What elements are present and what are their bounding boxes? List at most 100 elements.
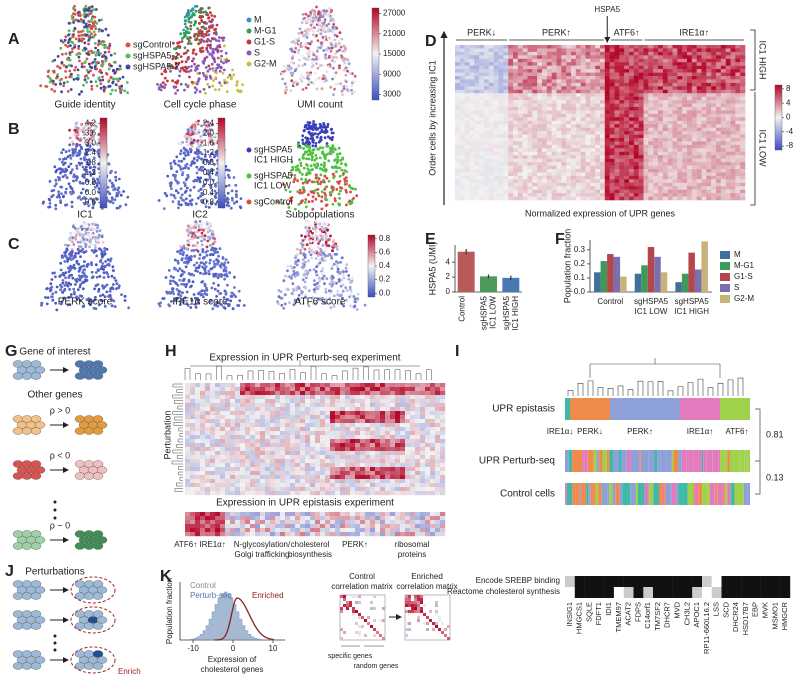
cell-dot <box>183 22 187 26</box>
cell-dot <box>314 197 318 201</box>
heatmap-cell <box>600 79 606 84</box>
colorbar-label: 1.8 <box>85 158 97 167</box>
heatmap-cell <box>730 110 736 115</box>
cell-dot <box>184 285 188 288</box>
heatmap-cell <box>701 69 707 73</box>
cell-dot <box>174 174 177 177</box>
heatmap-cell <box>459 113 465 118</box>
cell-dot <box>205 46 209 50</box>
heatmap-cell <box>464 69 470 73</box>
heatmap-cell <box>720 120 726 125</box>
cell-dot <box>285 88 289 92</box>
cell-dot <box>218 292 222 295</box>
cell-dot <box>83 41 87 45</box>
heatmap-cell <box>720 65 726 70</box>
heatmap-cell <box>716 58 722 63</box>
cell-dot <box>179 32 183 36</box>
heatmap-cell <box>629 103 635 108</box>
cell-dot <box>90 138 94 141</box>
cell-dot <box>338 64 341 68</box>
heatmap-cell <box>633 51 639 56</box>
cell-dot <box>297 287 301 290</box>
heatmap-cell <box>711 48 717 53</box>
heatmap-cell <box>662 58 668 63</box>
heatmap-cell <box>662 120 668 125</box>
heatmap-cell <box>580 93 586 97</box>
heatmap-cell <box>619 48 625 53</box>
heatmap-cell <box>624 48 630 53</box>
heatmap-cell <box>658 62 664 66</box>
heatmap-cell <box>532 82 538 87</box>
cell-dot <box>111 69 115 73</box>
cell-dot <box>312 122 315 126</box>
heatmap-cell <box>691 120 697 125</box>
cell-dot <box>169 282 172 286</box>
cell-dot <box>316 191 320 195</box>
heatmap-cell <box>484 124 490 128</box>
cell-dot <box>317 56 321 60</box>
cell-dot <box>192 23 196 27</box>
cell-dot <box>170 64 174 68</box>
cell-dot <box>58 177 61 181</box>
heatmap-cell <box>687 120 693 125</box>
heatmap-cell <box>725 89 731 94</box>
heatmap-cell <box>498 79 504 84</box>
cell-dot <box>330 165 334 169</box>
heatmap-cell <box>498 82 504 87</box>
heatmap-cell <box>542 96 548 101</box>
cell-dot <box>78 39 81 42</box>
heatmap-cell <box>653 93 659 97</box>
cell-dot <box>53 89 56 93</box>
legend-label: sgHSPA5 <box>254 144 292 154</box>
cell-dot <box>69 88 73 91</box>
cell-dot <box>117 284 121 288</box>
cell-dot <box>222 61 225 65</box>
heatmap-cell <box>590 45 596 49</box>
cell-dot <box>346 69 349 73</box>
heatmap-cell <box>720 103 726 108</box>
heatmap-cell <box>542 117 548 121</box>
heatmap-cell <box>566 76 572 80</box>
heatmap-cell <box>556 100 562 104</box>
cell-dot <box>120 84 124 88</box>
heatmap-cell <box>730 96 736 101</box>
cell-dot <box>177 292 180 296</box>
cell-dot <box>335 252 339 256</box>
cell-dot <box>67 21 71 25</box>
heatmap-cell <box>706 45 712 49</box>
heatmap-cell <box>571 113 577 118</box>
heatmap-cell <box>571 96 577 101</box>
heatmap-cell <box>474 76 480 80</box>
heatmap-cell <box>522 48 528 53</box>
cell-dot <box>209 76 213 80</box>
heatmap-cell <box>585 110 591 115</box>
cell-dot <box>200 243 204 247</box>
cell-dot <box>181 167 185 170</box>
cell-dot <box>308 53 312 57</box>
cell-dot <box>171 57 175 61</box>
heatmap-cell <box>580 65 586 70</box>
cell-dot <box>208 85 211 89</box>
cell-dot <box>94 263 98 267</box>
heatmap-cell <box>517 120 523 125</box>
heatmap-cell <box>629 62 635 66</box>
heatmap-cell <box>691 79 697 84</box>
heatmap-cell <box>469 93 475 97</box>
cell-dot <box>94 80 98 83</box>
cell-dot <box>238 299 242 302</box>
cell-dot <box>241 83 245 86</box>
heatmap-cell <box>725 48 731 53</box>
cell-dot <box>304 125 307 129</box>
cell-dot <box>76 277 80 281</box>
heatmap-cell <box>546 117 552 121</box>
heatmap-cell <box>517 55 523 59</box>
heatmap-cell <box>474 48 480 53</box>
heatmap-cell <box>542 69 548 73</box>
cell-dot <box>77 269 81 273</box>
heatmap-cell <box>522 120 528 125</box>
heatmap-cell <box>474 79 480 84</box>
heatmap-cell <box>648 103 654 108</box>
cell-dot <box>169 165 173 168</box>
heatmap-cell <box>571 62 577 66</box>
heatmap-cell <box>725 113 731 118</box>
